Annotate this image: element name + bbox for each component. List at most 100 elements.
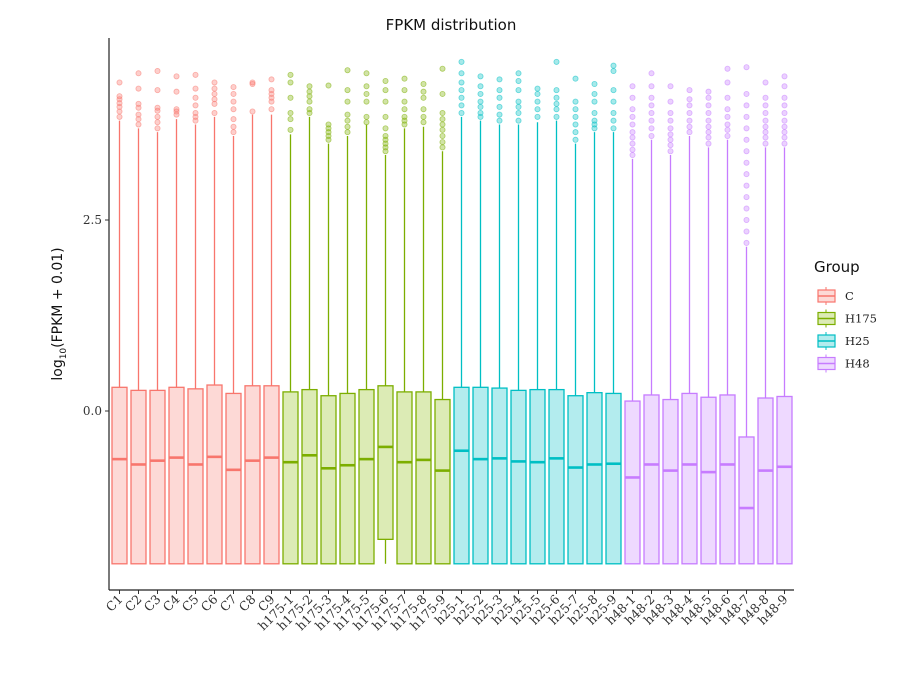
outlier-point <box>230 84 237 91</box>
box-iqr <box>301 388 318 565</box>
outlier-point <box>724 65 731 72</box>
outlier-point <box>553 113 560 120</box>
outlier-point <box>154 104 161 111</box>
outlier-point <box>496 111 503 118</box>
outlier-point <box>116 113 123 120</box>
outlier-point <box>629 113 636 120</box>
outlier-point <box>762 134 769 141</box>
outlier-point <box>458 87 465 94</box>
outlier-point <box>610 62 617 69</box>
outlier-point <box>686 117 693 124</box>
outlier-point <box>724 106 731 113</box>
outlier-point <box>686 96 693 103</box>
outlier-point <box>667 136 674 143</box>
y-axis-label-subscript: 10 <box>59 348 69 360</box>
box-h48-2 <box>643 70 660 565</box>
box-h25-6 <box>548 58 565 565</box>
outlier-point <box>230 129 237 136</box>
outlier-point <box>648 125 655 132</box>
outlier-point <box>743 194 750 201</box>
outlier-point <box>154 119 161 126</box>
outlier-point <box>439 116 446 123</box>
x-tick-labels: C1C2C3C4C5C6C7C8C9h175-1h175-2h175-3h175… <box>103 591 791 633</box>
outlier-point <box>686 102 693 109</box>
box-h25-4 <box>510 70 527 565</box>
box-iqr <box>491 387 508 565</box>
box-h48-4 <box>681 87 698 565</box>
box-iqr <box>510 389 527 565</box>
outlier-point <box>154 87 161 94</box>
outlier-point <box>420 119 427 126</box>
outlier-point <box>762 79 769 86</box>
outlier-point <box>572 136 579 143</box>
outlier-point <box>306 106 313 113</box>
box-iqr <box>548 388 565 565</box>
outlier-point <box>534 106 541 113</box>
outlier-point <box>496 103 503 110</box>
outlier-point <box>135 85 142 92</box>
outlier-point <box>781 123 788 130</box>
svg-text:log10(FPKM + 0.01): log10(FPKM + 0.01) <box>50 247 69 380</box>
outlier-point <box>496 76 503 83</box>
outlier-point <box>401 75 408 82</box>
box-iqr <box>567 395 584 565</box>
outlier-point <box>249 79 256 86</box>
legend-label: H48 <box>845 357 870 371</box>
outlier-point <box>515 110 522 117</box>
outlier-point <box>648 117 655 124</box>
box-iqr <box>206 384 223 565</box>
outlier-point <box>743 182 750 189</box>
outlier-point <box>420 88 427 95</box>
legend-item-H175: H175 <box>817 309 877 328</box>
outlier-point <box>477 103 484 110</box>
outlier-point <box>496 94 503 101</box>
box-iqr <box>225 392 242 565</box>
outlier-point <box>534 98 541 105</box>
outlier-point <box>477 98 484 105</box>
box-iqr <box>358 388 375 565</box>
legend-item-C: C <box>817 287 854 305</box>
outlier-point <box>515 87 522 94</box>
outlier-point <box>781 129 788 136</box>
outlier-point <box>762 110 769 117</box>
outlier-point <box>458 94 465 101</box>
box-h25-5 <box>529 85 546 565</box>
box-h175-8 <box>415 81 432 565</box>
box-h25-9 <box>605 62 622 565</box>
box-h25-2 <box>472 73 489 565</box>
outlier-point <box>420 106 427 113</box>
outlier-point <box>192 71 199 78</box>
outlier-point <box>477 90 484 97</box>
box-h175-1 <box>282 71 299 565</box>
legend-title: Group <box>814 258 860 276</box>
outlier-point <box>325 82 332 89</box>
outlier-point <box>230 98 237 105</box>
outlier-point <box>363 98 370 105</box>
outlier-point <box>629 134 636 141</box>
box-iqr <box>244 385 261 565</box>
outlier-point <box>781 94 788 101</box>
outlier-point <box>610 87 617 94</box>
outlier-point <box>629 129 636 136</box>
outlier-point <box>173 73 180 80</box>
box-iqr <box>415 391 432 565</box>
outlier-point <box>743 90 750 97</box>
outlier-point <box>439 144 446 151</box>
outlier-point <box>553 58 560 65</box>
box-iqr <box>776 395 793 565</box>
box-h48-8 <box>757 79 774 565</box>
box-h175-6 <box>377 77 394 564</box>
outlier-point <box>591 117 598 124</box>
outlier-point <box>534 85 541 92</box>
outlier-point <box>686 123 693 130</box>
box-h48-3 <box>662 83 679 565</box>
box-iqr <box>719 394 736 565</box>
box-C1 <box>111 79 128 565</box>
chart-title: FPKM distribution <box>386 16 517 34</box>
outlier-point <box>572 106 579 113</box>
box-iqr <box>586 392 603 565</box>
outlier-point <box>591 81 598 88</box>
outlier-point <box>629 94 636 101</box>
outlier-point <box>743 171 750 178</box>
outlier-point <box>572 113 579 120</box>
